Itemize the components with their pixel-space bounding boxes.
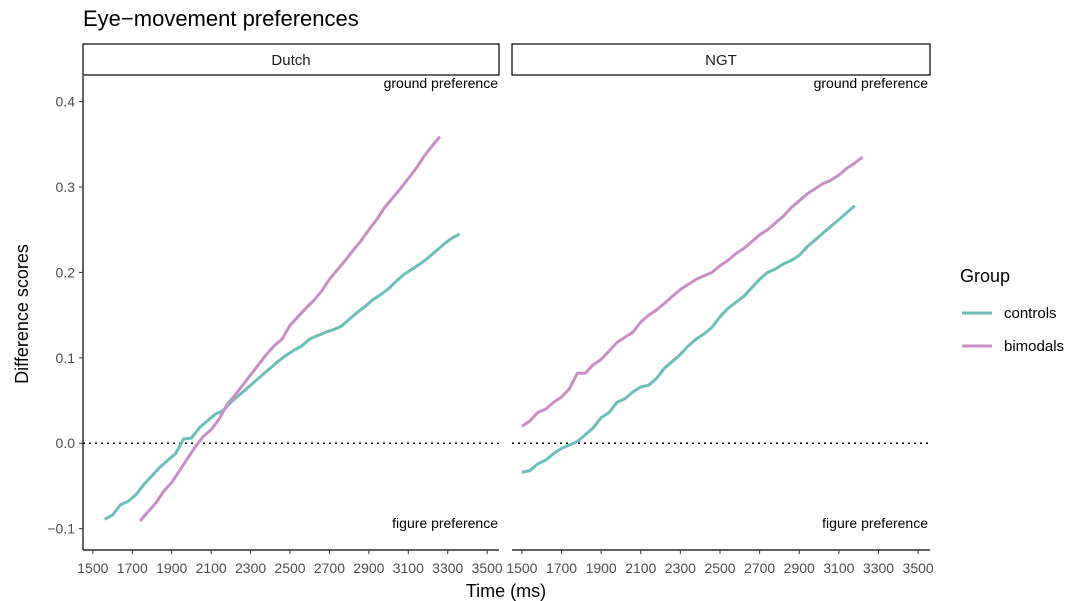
x-tick-label: 1500 xyxy=(77,560,108,576)
x-tick-label: 3100 xyxy=(823,560,854,576)
annotation-figure-ngt: figure preference xyxy=(822,515,928,531)
annotation-ground-dutch: ground preference xyxy=(384,75,499,91)
x-tick-label: 3500 xyxy=(472,560,503,576)
annotation-figure-dutch: figure preference xyxy=(392,515,498,531)
x-tick-label: 2900 xyxy=(353,560,384,576)
y-tick-label: 0.3 xyxy=(56,179,76,195)
legend: Group controls bimodals xyxy=(960,266,1064,355)
strip-label-dutch: Dutch xyxy=(271,52,310,69)
series-line-bimodals-dutch xyxy=(139,135,442,522)
y-tick-label: −0.1 xyxy=(47,521,75,537)
x-tick-label: 1900 xyxy=(156,560,187,576)
y-tick-label: 0.4 xyxy=(56,94,76,110)
x-tick-label: 2300 xyxy=(665,560,696,576)
x-tick-label: 2700 xyxy=(744,560,775,576)
x-tick-label: 3300 xyxy=(863,560,894,576)
panel-strip-ngt: NGT xyxy=(511,43,931,76)
x-tick-label: 2700 xyxy=(314,560,345,576)
x-tick-label: 1700 xyxy=(546,560,577,576)
x-tick-label: 2300 xyxy=(235,560,266,576)
chart-title: Eye−movement preferences xyxy=(83,6,359,31)
series-line-controls-dutch xyxy=(103,232,461,521)
x-tick-label: 1500 xyxy=(506,560,537,576)
x-tick-label: 1900 xyxy=(586,560,617,576)
x-tick-label: 3500 xyxy=(903,560,934,576)
legend-title: Group xyxy=(960,266,1010,286)
y-tick-label: 0.1 xyxy=(56,350,76,366)
x-tick-label: 2500 xyxy=(274,560,305,576)
x-tick-label: 2500 xyxy=(704,560,735,576)
y-tick-label: 0.2 xyxy=(56,264,76,280)
strip-box xyxy=(82,43,500,76)
series-line-controls-ngt xyxy=(521,204,856,474)
legend-label-controls: controls xyxy=(1004,305,1057,322)
x-tick-label: 3100 xyxy=(393,560,424,576)
x-axis-title: Time (ms) xyxy=(466,581,546,601)
panel-strip-dutch: Dutch xyxy=(82,43,500,76)
x-tick-label: 2100 xyxy=(625,560,656,576)
annotation-ground-ngt: ground preference xyxy=(814,75,929,91)
plot-layer: 1500 1700 1900 2100 2300 2500 2700 2900 3100 3300… xyxy=(47,76,934,576)
series-line-bimodals-ngt xyxy=(521,155,864,428)
y-tick-label: 0.0 xyxy=(56,435,76,451)
legend-label-bimodals: bimodals xyxy=(1004,338,1064,355)
strip-label-ngt: NGT xyxy=(705,52,737,69)
x-tick-label: 1700 xyxy=(117,560,148,576)
x-tick-label: 2100 xyxy=(196,560,227,576)
y-axis-title: Difference scores xyxy=(12,244,32,384)
strip-box xyxy=(511,43,931,76)
x-tick-label: 2900 xyxy=(784,560,815,576)
x-tick-label: 3300 xyxy=(432,560,463,576)
